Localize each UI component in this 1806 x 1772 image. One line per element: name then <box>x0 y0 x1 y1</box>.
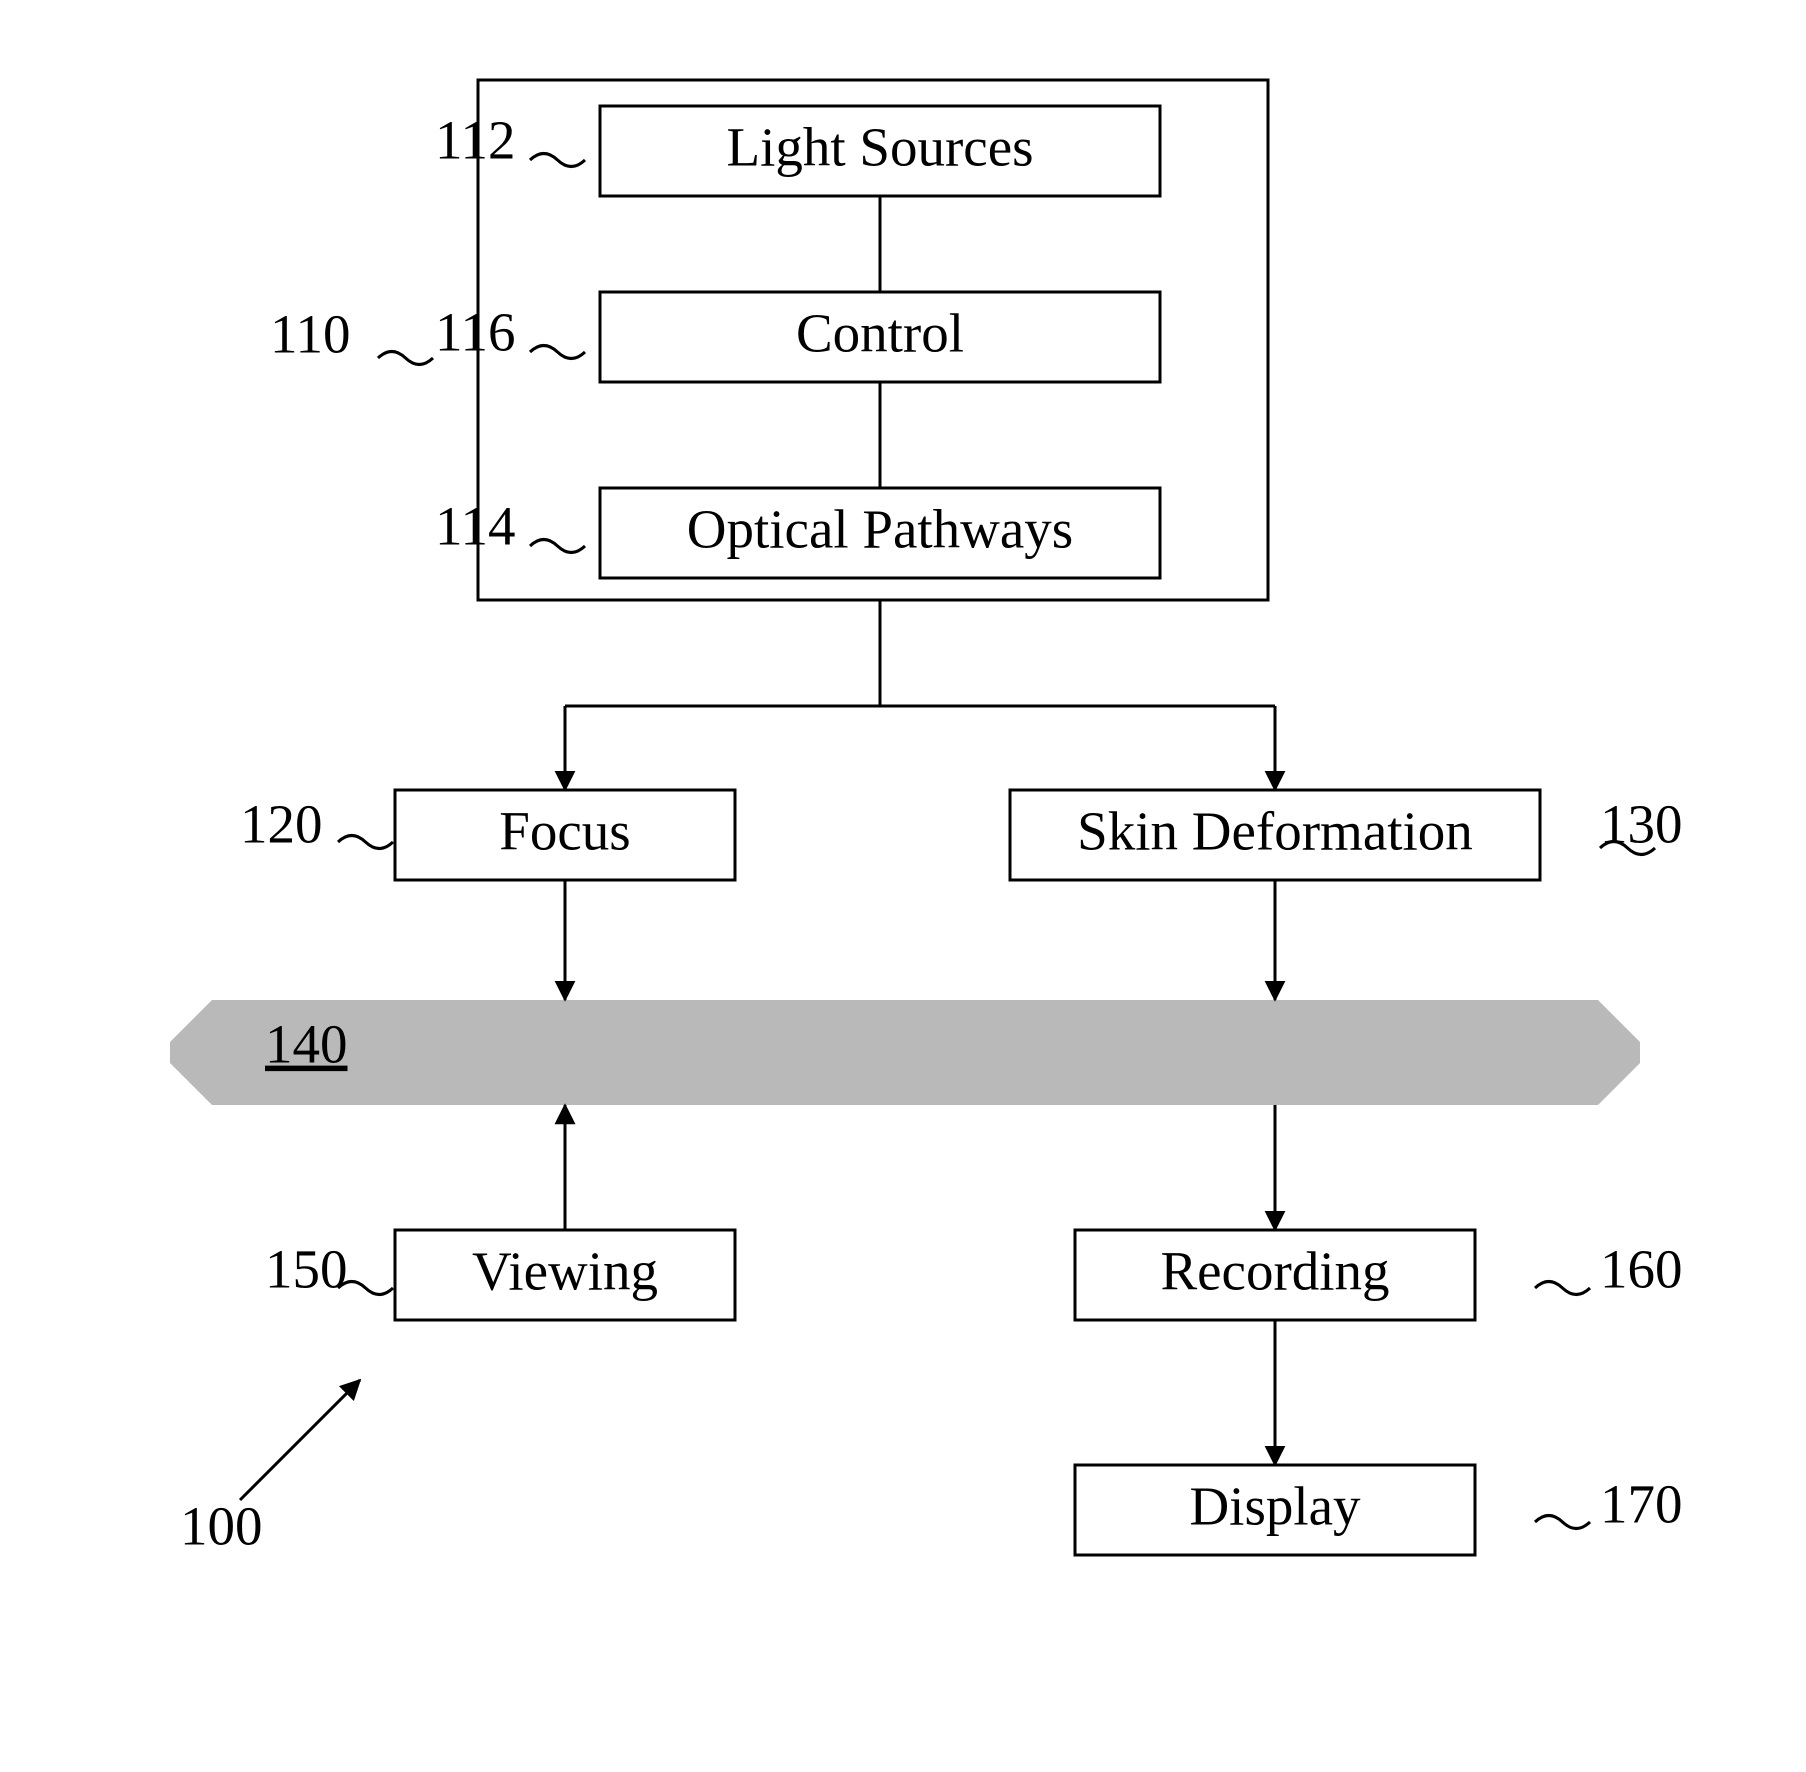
control-box-label: Control <box>796 303 964 364</box>
refnum-160: 160 <box>1600 1239 1683 1300</box>
leader-r160 <box>1535 1282 1590 1295</box>
focus-box-label: Focus <box>499 801 630 862</box>
skin-deformation-box-label: Skin Deformation <box>1077 801 1473 862</box>
viewing-box-label: Viewing <box>472 1241 658 1302</box>
refnum-112: 112 <box>435 110 515 171</box>
display-box-label: Display <box>1189 1476 1361 1537</box>
leader-r110 <box>378 352 433 365</box>
refnum-130: 130 <box>1600 794 1683 855</box>
refnum-120: 120 <box>240 794 323 855</box>
leader-r100 <box>240 1380 360 1500</box>
refnum-110: 110 <box>270 304 350 365</box>
refnum-150: 150 <box>265 1239 348 1300</box>
leader-r114 <box>530 540 585 553</box>
leader-r112 <box>530 154 585 167</box>
refnum-170: 170 <box>1600 1474 1683 1535</box>
leader-r170 <box>1535 1516 1590 1529</box>
skin-region <box>170 1000 1640 1105</box>
leader-r116 <box>530 346 585 359</box>
light-sources-box-label: Light Sources <box>726 117 1033 178</box>
optical-pathways-box-label: Optical Pathways <box>687 499 1073 560</box>
refnum-116: 116 <box>435 302 515 363</box>
skin-region-label: 140 <box>265 1014 348 1075</box>
refnum-114: 114 <box>435 496 515 557</box>
recording-box-label: Recording <box>1160 1241 1389 1302</box>
leader-r120 <box>338 836 393 849</box>
refnum-100: 100 <box>180 1496 263 1557</box>
